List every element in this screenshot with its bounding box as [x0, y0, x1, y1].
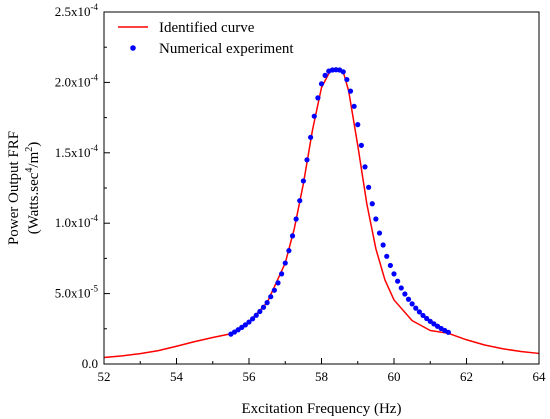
- data-point: [395, 278, 401, 284]
- data-point: [405, 296, 412, 302]
- data-point: [369, 201, 375, 207]
- data-point: [271, 287, 277, 293]
- data-point: [387, 262, 393, 269]
- y-tick-label: 1.5x10-4: [55, 143, 99, 160]
- data-point: [293, 216, 299, 222]
- data-point: [344, 76, 350, 83]
- plot-frame: [103, 11, 540, 365]
- data-point: [279, 271, 285, 277]
- data-point: [384, 253, 390, 259]
- data-point: [427, 318, 433, 324]
- y-tick-label: 1.0x10-4: [55, 213, 99, 230]
- legend-label: Numerical experiment: [159, 41, 294, 57]
- identified-curve-line: [103, 68, 540, 359]
- data-point: [416, 309, 422, 315]
- y-tick-label: 2.0x10-4: [55, 72, 99, 89]
- data-point: [250, 316, 256, 322]
- data-point: [282, 260, 288, 266]
- data-point: [402, 291, 408, 297]
- y-axis-title-line2: (Watts.sec4/m2): [24, 142, 42, 235]
- data-point: [322, 72, 328, 78]
- x-tick-label: 58: [315, 369, 328, 384]
- x-axis-title: Excitation Frequency (Hz): [242, 401, 402, 417]
- data-point: [362, 164, 368, 170]
- data-point: [286, 248, 292, 254]
- data-point: [413, 305, 419, 311]
- y-axis-title-sup1: 4: [24, 168, 35, 173]
- y-axis-title-prefix: (Watts.sec: [26, 172, 42, 234]
- data-point: [242, 322, 248, 328]
- data-point: [445, 329, 451, 335]
- x-tick-label: 56: [243, 369, 257, 384]
- data-point: [424, 315, 430, 322]
- y-tick-label: 0.0: [82, 356, 98, 371]
- y-tick-label: 2.5x10-4: [55, 2, 99, 19]
- data-point: [260, 304, 267, 310]
- data-point: [351, 103, 357, 109]
- y-axis-title-sup2: 2: [24, 147, 35, 152]
- data-point: [300, 178, 306, 184]
- data-point: [358, 142, 364, 148]
- x-tick-label: 62: [460, 369, 473, 384]
- data-point: [311, 113, 317, 119]
- x-tick-label: 52: [98, 369, 111, 384]
- data-point: [340, 69, 346, 75]
- data-point: [355, 122, 361, 128]
- legend-label: Identified curve: [159, 20, 255, 36]
- data-point: [366, 184, 372, 190]
- data-point: [308, 134, 314, 140]
- data-point: [380, 242, 386, 248]
- legend: Identified curve Numerical experiment: [118, 20, 294, 57]
- data-point: [297, 198, 303, 204]
- data-point: [304, 157, 310, 163]
- data-point: [347, 88, 354, 94]
- legend-dot-swatch: [130, 45, 136, 51]
- data-point: [376, 230, 383, 236]
- data-point: [318, 81, 325, 87]
- data-point: [373, 216, 379, 222]
- data-point: [398, 285, 404, 291]
- data-point: [420, 312, 426, 319]
- y-tick-label: 5.0x10-5: [55, 284, 99, 301]
- x-tick-label: 54: [170, 369, 184, 384]
- data-point: [275, 280, 281, 286]
- data-point: [409, 301, 415, 307]
- data-point: [268, 294, 274, 300]
- data-point: [246, 319, 252, 325]
- data-point: [264, 300, 270, 306]
- data-point: [289, 233, 296, 239]
- y-axis-title-suffix: ): [26, 142, 42, 147]
- x-tick-label: 64: [533, 369, 547, 384]
- y-axis-title-line1: Power Output FRF: [6, 131, 22, 245]
- data-point: [257, 308, 263, 315]
- data-point: [253, 312, 259, 318]
- y-axis-title-mid: /m: [26, 151, 42, 167]
- data-point: [391, 271, 397, 277]
- data-point: [239, 324, 245, 330]
- data-point: [315, 95, 321, 101]
- x-tick-label: 60: [388, 369, 401, 384]
